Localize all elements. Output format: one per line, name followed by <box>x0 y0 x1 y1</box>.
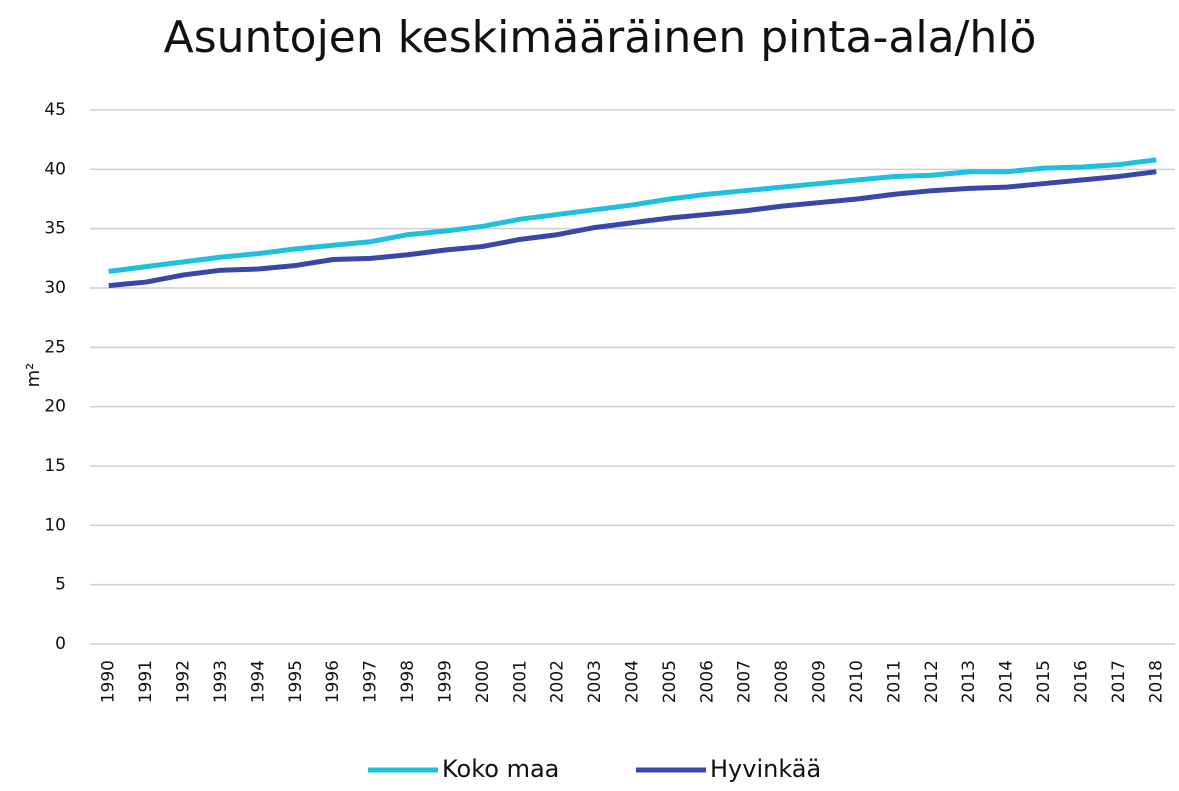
x-tick-label: 1998 <box>398 660 418 703</box>
x-tick-label: 2015 <box>1034 660 1054 703</box>
x-tick-label: 2005 <box>660 660 680 703</box>
x-tick-label: 2008 <box>772 660 792 703</box>
x-tick-label: 1990 <box>99 660 119 703</box>
x-tick-label: 2011 <box>884 660 904 703</box>
x-tick-label: 2000 <box>473 660 493 703</box>
x-tick-label: 1994 <box>248 660 268 703</box>
x-tick-label: 2012 <box>922 660 942 703</box>
x-tick-label: 2001 <box>510 660 530 703</box>
x-tick-label: 2010 <box>847 660 867 703</box>
x-tick-label: 2007 <box>735 660 755 703</box>
y-tick-label: 0 <box>55 634 66 654</box>
x-tick-label: 1995 <box>286 660 306 703</box>
x-tick-label: 2006 <box>697 660 717 703</box>
line-series <box>108 169 1157 289</box>
x-tick-label: 2014 <box>997 660 1017 703</box>
y-tick-label: 15 <box>44 456 66 476</box>
y-tick-label: 10 <box>44 515 66 535</box>
legend-label: Koko maa <box>442 755 559 783</box>
x-tick-label: 1993 <box>211 660 231 703</box>
x-tick-label: 2002 <box>548 660 568 703</box>
y-tick-label: 20 <box>44 397 66 417</box>
y-tick-label: 45 <box>44 100 66 120</box>
x-tick-label: 2017 <box>1109 660 1129 703</box>
y-tick-label: 5 <box>55 575 66 595</box>
x-tick-label: 2009 <box>810 660 830 703</box>
x-tick-label: 2013 <box>959 660 979 703</box>
y-axis-title: m² <box>23 363 44 388</box>
x-tick-label: 1991 <box>136 660 156 703</box>
y-tick-label: 30 <box>44 278 66 298</box>
line-series <box>108 157 1157 274</box>
x-tick-label: 2018 <box>1146 660 1166 703</box>
y-tick-label: 35 <box>44 219 66 239</box>
x-tick-label: 1992 <box>174 660 194 703</box>
x-tick-label: 1996 <box>323 660 343 703</box>
x-tick-label: 2004 <box>623 660 643 703</box>
y-tick-label: 25 <box>44 337 66 357</box>
x-tick-label: 1997 <box>361 660 381 703</box>
legend-label: Hyvinkää <box>710 755 821 783</box>
x-tick-label: 2003 <box>585 660 605 703</box>
chart-title: Asuntojen keskimääräinen pinta-ala/hlö <box>164 12 1037 63</box>
y-tick-label: 40 <box>44 159 66 179</box>
x-tick-label: 1999 <box>435 660 455 703</box>
x-tick-label: 2016 <box>1071 660 1091 703</box>
